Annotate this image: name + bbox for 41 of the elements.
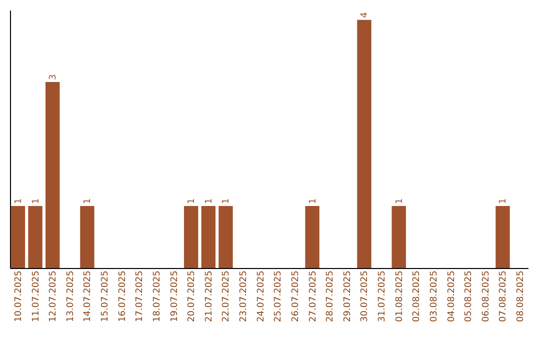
data-label: 1 (498, 198, 509, 204)
x-tick-label: 29.07.2025 (342, 270, 353, 322)
x-tick-label: 21.07.2025 (204, 270, 214, 322)
x-tick-label: 03.08.2025 (429, 270, 440, 322)
data-label: 1 (83, 198, 94, 204)
x-tick-label: 10.07.2025 (14, 270, 24, 322)
data-label: 1 (31, 198, 42, 204)
x-tick-label: 30.07.2025 (360, 270, 370, 322)
data-label: 1 (222, 198, 232, 204)
data-label: 4 (360, 12, 370, 18)
x-tick-label: 19.07.2025 (170, 270, 180, 322)
x-tick-label: 01.08.2025 (394, 270, 405, 322)
x-tick-label: 13.07.2025 (66, 270, 76, 322)
x-tick-label: 14.07.2025 (83, 270, 94, 322)
x-tick-label: 11.07.2025 (31, 270, 42, 322)
x-tick-label: 28.07.2025 (326, 270, 336, 322)
x-tick-label: 05.08.2025 (464, 270, 474, 322)
x-tick-label: 26.07.2025 (290, 270, 301, 322)
x-tick-label: 20.07.2025 (187, 270, 198, 322)
x-tick-label: 18.07.2025 (152, 270, 162, 322)
data-label: 1 (204, 198, 214, 204)
data-label: 1 (14, 198, 24, 204)
x-tick-label: 16.07.2025 (118, 270, 128, 322)
data-label: 1 (394, 198, 405, 204)
x-tick-label: 08.08.2025 (516, 270, 526, 322)
x-tick-label: 24.07.2025 (256, 270, 266, 322)
x-tick-label: 06.08.2025 (481, 270, 492, 322)
x-tick-label: 12.07.2025 (48, 270, 59, 322)
x-tick-label: 17.07.2025 (135, 270, 146, 322)
data-label: 3 (48, 74, 59, 80)
x-tick-label: 02.08.2025 (412, 270, 422, 322)
x-tick-label: 23.07.2025 (239, 270, 250, 322)
x-tick-label: 04.08.2025 (446, 270, 457, 322)
x-tick-label: 15.07.2025 (100, 270, 111, 322)
x-tick-label: 31.07.2025 (378, 270, 388, 322)
data-label: 1 (187, 198, 198, 204)
data-label: 1 (308, 198, 318, 204)
x-tick-label: 27.07.2025 (308, 270, 318, 322)
x-tick-label: 07.08.2025 (498, 270, 509, 322)
x-tick-label: 25.07.2025 (274, 270, 284, 322)
x-tick-label: 22.07.2025 (222, 270, 232, 322)
